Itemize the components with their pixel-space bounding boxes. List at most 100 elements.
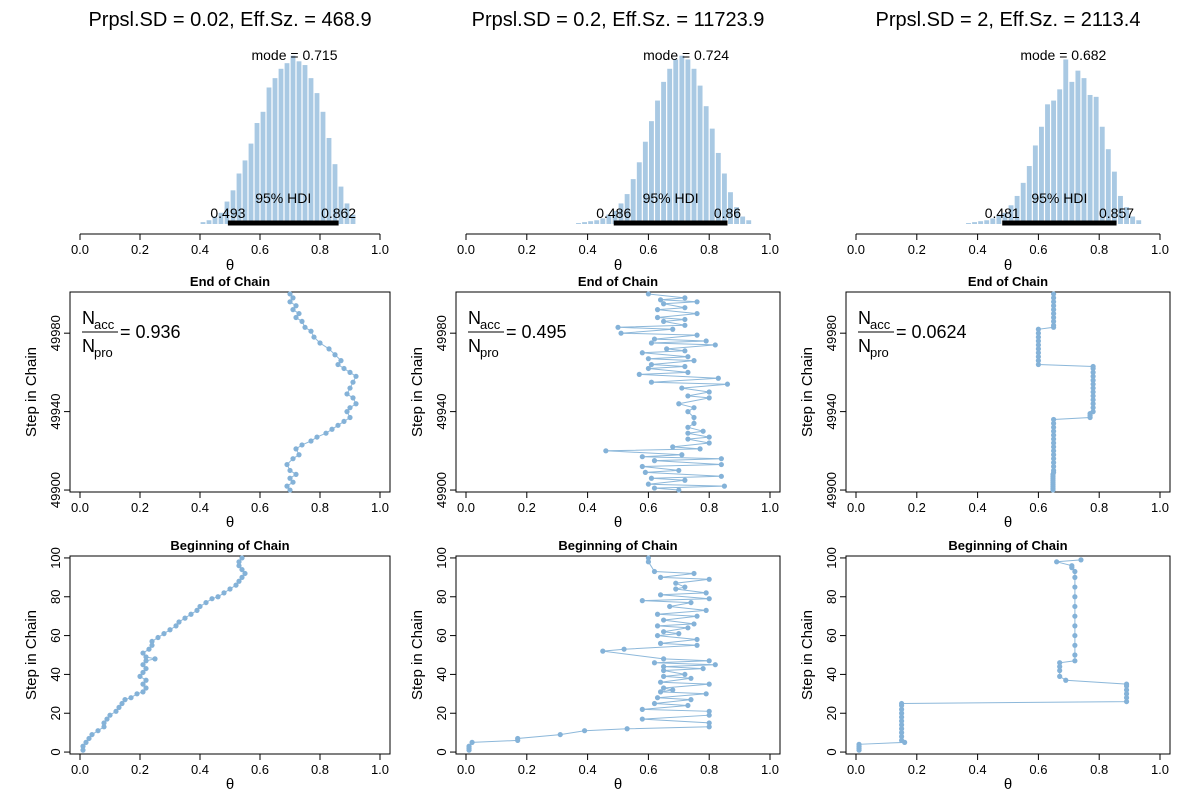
histogram-bar [746,220,752,224]
trace-point [1051,459,1057,466]
trace-point [661,667,667,674]
trace-point [657,689,664,695]
trace-point [682,477,688,483]
trace-title: End of Chain [578,274,658,289]
trace-point [308,438,314,444]
trace-point [694,636,700,643]
y-tick-label: 49980 [434,315,449,351]
trace-point [1057,660,1063,666]
trace-point [685,625,691,631]
histogram-bar [582,222,587,224]
trace-point [712,662,718,668]
trace-point [636,371,642,377]
trace-point [1072,603,1078,610]
y-tick-label: 100 [48,547,63,569]
trace-point [661,629,667,635]
trace-point [1072,594,1078,600]
trace-point [1090,405,1096,411]
trace-point [691,570,697,577]
hdi-low-label: 0.486 [596,205,631,221]
trace-point [670,687,676,693]
trace-point [691,358,697,364]
histogram-bar [302,65,308,224]
trace-point [1051,295,1057,301]
histogram-bar [984,220,990,224]
histogram-bar [248,143,254,224]
trace-point [645,365,652,372]
histogram-bar [600,218,606,224]
x-tick-label: 0.2 [131,242,149,257]
trace-point [691,621,697,627]
y-tick-label: 60 [824,628,839,642]
trace-point [661,685,667,691]
histogram-bar [630,179,636,224]
histogram-bar [1105,149,1111,224]
histogram-bar [703,106,709,224]
trace-point [654,695,661,701]
trace-point [344,391,350,397]
y-tick-label: 0 [824,748,839,755]
numerator-n: N [468,308,481,328]
trace-point [1051,310,1057,317]
histogram-bar [972,222,977,224]
histogram-bar [308,78,314,224]
trace-point [290,456,296,462]
trace-point [1035,334,1041,340]
histogram-bar [1075,70,1081,224]
trace-point [676,401,682,407]
trace-point [134,691,140,697]
trace-point [347,405,353,411]
x-axis-label: θ [226,776,234,793]
x-tick-label: 0.6 [639,762,657,777]
histogram-bar [1014,195,1020,224]
trace-point [338,358,344,364]
histogram-bar [978,221,984,224]
trace-point [1051,318,1057,325]
x-tick-label: 0.2 [131,762,149,777]
x-tick-label: 0.4 [579,242,597,257]
x-tick-label: 1.0 [1151,762,1169,777]
histogram-bar [715,152,721,224]
y-tick-label: 80 [48,590,63,604]
histogram-bar [338,186,344,224]
trace-point [176,619,182,625]
histogram-bar [224,201,230,224]
trace-point [143,677,149,683]
trace-point [639,350,645,356]
trace-point [661,656,667,662]
histogram-bar [272,78,278,224]
trace-point [700,428,706,434]
y-axis: 0 20 40 60 80 100 Step in Chain [23,547,70,756]
trace-point [654,632,661,639]
x-axis-label: θ [1004,514,1012,531]
trace-point [1051,322,1057,328]
trace-point [718,456,724,462]
trace-point [1123,681,1130,687]
trace-point [1051,456,1057,462]
trace-point [703,691,709,697]
trace-point [648,361,655,368]
trace-point [335,361,341,368]
trace-point [679,385,685,391]
denominator-subscript: pro [870,345,889,360]
trace-point [856,741,862,747]
trace-point [122,697,128,703]
trace-point [661,301,667,307]
denominator-n: N [82,336,95,356]
histogram-bar [691,68,697,224]
trace-point [290,307,296,313]
trace-point [347,385,353,391]
x-tick-label: 0.2 [518,500,536,515]
trace-point [682,322,688,328]
x-axis-label: θ [614,776,622,793]
trace-point [239,566,245,573]
trace-point [639,716,645,722]
trace-point [347,369,353,375]
chart_data.1-x-axis: 0.0 0.2 0.4 0.6 0.8 1.0 θ [457,233,779,274]
trace-point [287,487,293,493]
x-tick-label: 0.0 [71,242,89,257]
y-axis: 49900 49940 49980 Step in Chain [799,315,846,508]
histogram-bar [350,214,356,224]
trace-point [1090,393,1096,399]
histogram-bar [206,220,212,224]
